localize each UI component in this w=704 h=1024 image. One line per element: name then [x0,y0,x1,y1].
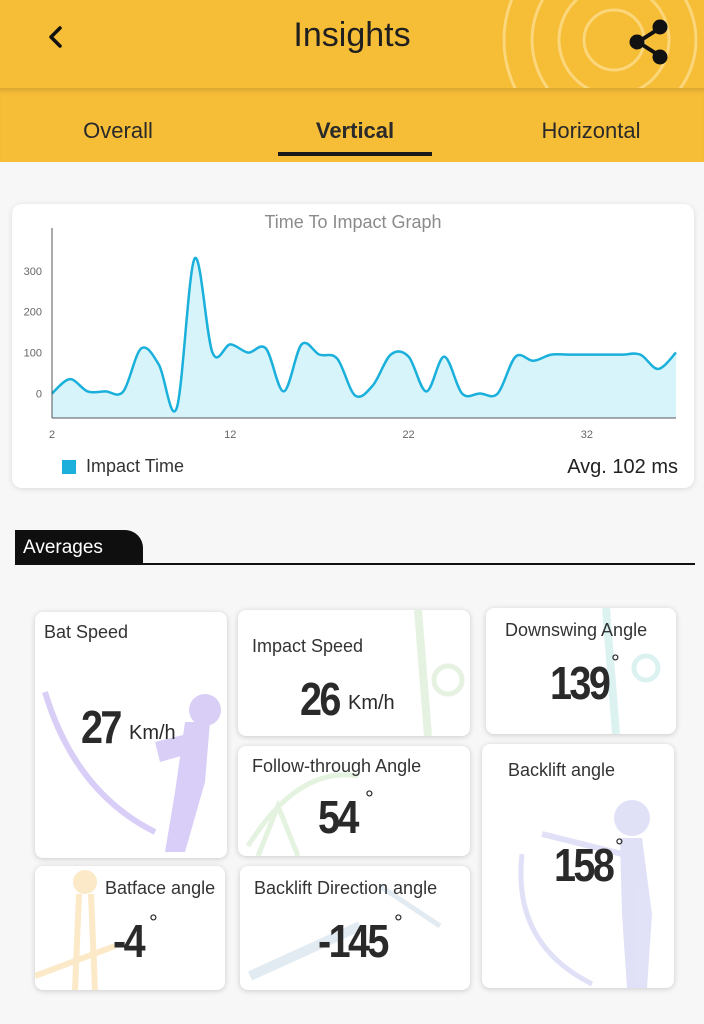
backlift-direction-angle-value: -145 [318,915,389,967]
x-tick-label: 22 [402,429,414,441]
bat-speed-card[interactable]: Bat Speed 27 Km/h [35,612,227,858]
back-arrow-icon [49,26,62,48]
backlift-direction-angle-unit: ° [394,910,403,935]
impact-speed-title: Impact Speed [252,636,364,656]
tab-horizontal[interactable]: Horizontal [541,118,641,143]
impact-time-chart: 0 100 200 300 2 12 22 32 [24,228,677,441]
batface-angle-title: Batface angle [105,878,216,898]
tab-overall[interactable]: Overall [83,118,153,143]
follow-through-angle-unit: ° [365,786,374,811]
downswing-angle-title: Downswing Angle [505,620,648,640]
batface-angle-card[interactable]: Batface angle -4 ° [35,866,225,990]
impact-time-area [52,257,676,418]
backlift-angle-title: Backlift angle [508,760,616,780]
downswing-angle-value: 139 [550,657,611,709]
backlift-direction-angle-card[interactable]: Backlift Direction angle -145 ° [240,866,470,990]
x-tick-label: 32 [581,429,593,441]
app-header: Insights [0,0,704,88]
bat-speed-unit: Km/h [129,722,176,744]
batsman-illustration-icon [42,691,221,852]
averages-section-tab: Averages [15,530,143,564]
x-tick-label: 12 [224,429,236,441]
tab-bar: Overall Vertical Horizontal [0,88,704,162]
impact-speed-value: 26 [300,673,341,725]
downswing-angle-unit: ° [611,650,620,675]
y-tick-label: 300 [24,266,42,278]
back-button[interactable] [36,18,76,58]
follow-through-angle-title: Follow-through Angle [252,756,422,776]
backlift-angle-unit: ° [615,834,624,859]
x-tick-label: 2 [49,429,55,441]
chart-legend: Impact Time [62,456,184,477]
batsman-illustration-icon [245,772,359,856]
impact-time-chart-card: 0 100 200 300 2 12 22 32 Time To Impact Graph I… [12,204,694,488]
averages-label: Averages [23,537,103,558]
y-tick-label: 200 [24,307,42,319]
follow-through-angle-value: 54 [318,791,359,843]
backlift-angle-value: 158 [554,839,615,891]
y-tick-label: 100 [24,348,42,360]
bat-speed-title: Bat Speed [44,622,129,642]
active-tab-indicator [278,152,432,156]
bat-speed-value: 27 [81,701,122,753]
share-button[interactable] [622,14,678,70]
follow-through-angle-card[interactable]: Follow-through Angle 54 ° [238,746,470,856]
impact-speed-unit: Km/h [348,692,395,714]
legend-swatch [62,459,76,474]
y-tick-label: 0 [36,388,42,400]
impact-speed-card[interactable]: Impact Speed 26 Km/h [238,610,470,736]
share-icon [629,19,668,65]
page-title: Insights [293,16,411,54]
batsman-illustration-icon [518,800,652,988]
batsman-illustration-icon [414,610,465,736]
downswing-angle-card[interactable]: Downswing Angle 139 ° [486,608,676,734]
chart-title: Time To Impact Graph [264,212,442,232]
batface-angle-unit: ° [149,910,158,935]
batsman-illustration-icon [35,870,117,990]
backlift-direction-angle-title: Backlift Direction angle [254,878,438,898]
impact-time-line [51,257,677,413]
backlift-angle-card[interactable]: Backlift angle 158 ° [482,744,674,988]
batsman-illustration-icon [602,608,661,734]
averages-divider [15,563,695,565]
bat-illustration-icon [247,883,442,981]
batface-angle-value: -4 [113,915,146,967]
legend-label: Impact Time [86,456,185,476]
average-impact-time: Avg. 102 ms [567,456,678,478]
tab-vertical[interactable]: Vertical [315,118,395,143]
